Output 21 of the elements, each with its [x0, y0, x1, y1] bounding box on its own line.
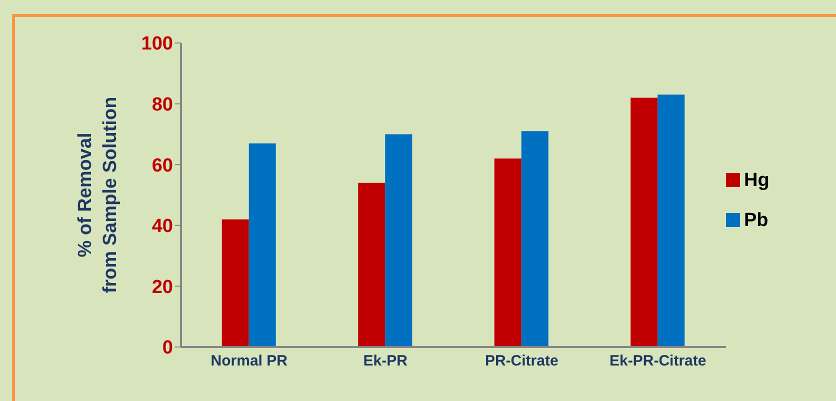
y-tick-label: 20 — [152, 276, 173, 298]
y-tick-label: 40 — [152, 216, 173, 238]
bar — [222, 219, 249, 347]
legend-label: Hg — [744, 170, 770, 190]
bar — [494, 158, 522, 347]
x-tick-label: PR-Citrate — [484, 352, 558, 370]
bar — [385, 134, 412, 347]
bar — [658, 94, 685, 347]
y-tick-label: 0 — [162, 338, 173, 359]
legend-label: Pb — [744, 210, 768, 230]
y-tick-label: 100 — [141, 34, 173, 55]
bar — [630, 98, 658, 347]
bar — [248, 143, 276, 347]
bar — [358, 182, 386, 347]
y-axis-title: % of Removal from Sample Solution — [75, 96, 121, 294]
y-tick-label: 80 — [152, 94, 173, 116]
x-tick-label: Normal PR — [210, 352, 288, 370]
bar — [521, 131, 548, 347]
x-tick-label: Ek-PR-Citrate — [610, 352, 706, 370]
x-tick-label: Ek-PR — [363, 352, 408, 370]
y-tick-label: 60 — [152, 155, 173, 176]
